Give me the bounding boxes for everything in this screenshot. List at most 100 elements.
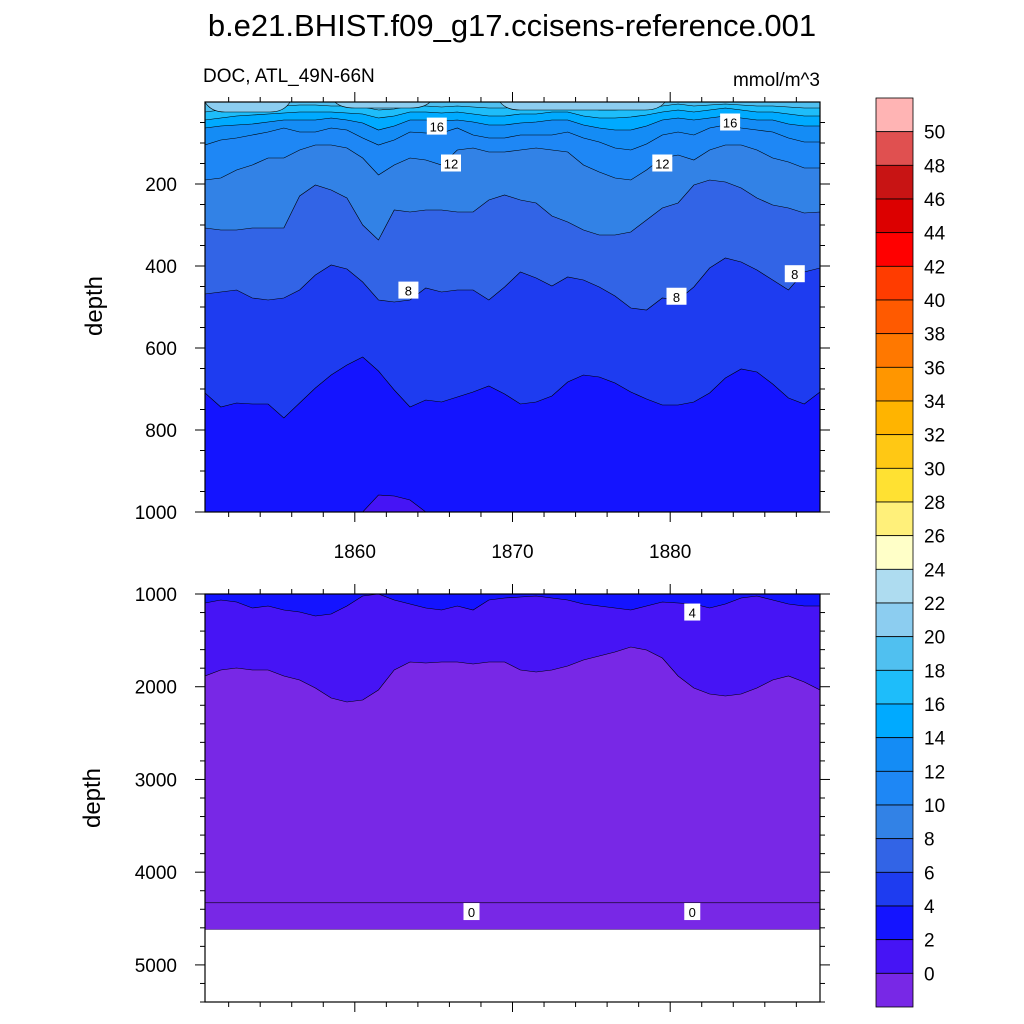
contour-label-box: [720, 113, 741, 131]
upper-patch-22-2: [499, 102, 666, 111]
upper-contour-label: 12: [441, 154, 461, 172]
contour-label-box: [426, 117, 447, 135]
upper-ytick-label: 1000: [135, 503, 177, 524]
colorbar-label: 8: [924, 830, 935, 851]
contour-label-text: 16: [430, 120, 444, 135]
upper-contour-label: 16: [720, 113, 741, 131]
contour-label-text: 12: [655, 157, 669, 172]
colorbar-label: 20: [924, 628, 945, 649]
colorbar-label: 28: [924, 493, 945, 514]
colorbar-label: 48: [924, 156, 945, 177]
upper-xtick-label: 1880: [649, 542, 691, 563]
lower-ytick-label: 2000: [135, 678, 177, 699]
colorbar-label: 0: [924, 964, 935, 985]
lower-contour-label: 4: [684, 603, 701, 621]
upper-contour-label: 8: [784, 265, 805, 283]
colorbar-box: [875, 838, 914, 873]
lower-ytick-label: 5000: [135, 956, 177, 977]
colorbar-box: [875, 703, 914, 739]
colorbar-label: 16: [924, 695, 945, 716]
contour-label-text: 12: [444, 157, 458, 172]
upper-contour-label: 16: [426, 117, 447, 135]
colorbar-box: [875, 905, 914, 941]
lower-y-axis-label: depth: [79, 768, 106, 828]
upper-contour-label: 12: [652, 154, 673, 172]
subtitle-left: DOC, ATL_49N-66N: [203, 66, 375, 87]
colorbar-label: 44: [924, 224, 946, 245]
upper-ytick-label: 800: [145, 421, 177, 442]
contour-label-text: 8: [791, 267, 798, 282]
upper-contour-label: 8: [666, 287, 687, 305]
lower-contour-panel: 1000 2000 3000 4000 5000 4 0 0: [135, 584, 830, 1012]
colorbar-box: [875, 164, 914, 200]
lower-band-below-0: [205, 902, 820, 930]
lower-ytick-label: 1000: [135, 585, 177, 606]
contour-label-box: [398, 281, 419, 299]
colorbar-label: 14: [924, 729, 946, 750]
colorbar: 5048464442403836343230282624222018161412…: [875, 97, 946, 1008]
lower-ytick-label: 4000: [135, 863, 177, 884]
upper-ytick-label: 200: [145, 175, 177, 196]
lower-ytick-label: 3000: [135, 770, 177, 791]
colorbar-label: 22: [924, 594, 945, 615]
contour-label-box: [684, 603, 701, 621]
colorbar-label: 40: [924, 291, 945, 312]
contour-label-text: 4: [689, 606, 696, 621]
colorbar-label: 6: [924, 863, 935, 884]
upper-tick-marks: [195, 92, 830, 522]
contour-label-text: 0: [689, 905, 696, 920]
subtitle-units: mmol/m^3: [733, 70, 820, 91]
contour-label-box: [784, 265, 805, 283]
lower-band-0: [205, 646, 820, 930]
contour-label-text: 8: [405, 284, 412, 299]
colorbar-label: 18: [924, 661, 945, 682]
colorbar-box: [875, 501, 914, 537]
contour-label-text: 16: [723, 116, 737, 131]
lower-contour-label: 0: [463, 903, 480, 921]
colorbar-box: [875, 467, 914, 503]
contour-label-box: [684, 903, 701, 921]
colorbar-box: [875, 737, 914, 772]
contour-label-box: [666, 287, 687, 305]
colorbar-box: [875, 770, 914, 806]
colorbar-box: [875, 333, 914, 368]
colorbar-box: [875, 669, 914, 705]
lower-contour-label: 0: [684, 903, 701, 921]
chart-title: b.e21.BHIST.f09_g17.ccisens-reference.00…: [208, 8, 816, 43]
colorbar-box: [875, 434, 914, 469]
colorbar-box: [875, 265, 914, 301]
upper-contour-fills: [205, 102, 820, 512]
colorbar-box: [875, 636, 914, 671]
upper-contour-panel: 200 400 600 800 1000 1860 1870 1880 16 16 12 12 8 8 8: [135, 92, 830, 563]
colorbar-label: 10: [924, 796, 945, 817]
contour-label-text: 8: [673, 290, 680, 305]
contour-label-box: [441, 154, 461, 172]
colorbar-box: [875, 232, 914, 267]
colorbar-label: 46: [924, 190, 945, 211]
colorbar-label: 32: [924, 426, 945, 447]
upper-patch-22-1: [334, 102, 431, 109]
colorbar-box: [875, 400, 914, 436]
colorbar-label: 36: [924, 358, 945, 379]
upper-ytick-label: 600: [145, 339, 177, 360]
colorbar-label: 34: [924, 392, 946, 413]
contour-label-box: [463, 903, 480, 921]
colorbar-box: [875, 871, 914, 907]
colorbar-box: [875, 299, 914, 335]
colorbar-label: 50: [924, 123, 945, 144]
colorbar-label: 38: [924, 325, 945, 346]
colorbar-box: [875, 602, 914, 638]
colorbar-label: 12: [924, 762, 945, 783]
lower-tick-marks: [195, 584, 830, 1012]
upper-xtick-label: 1870: [491, 542, 533, 563]
colorbar-label: 24: [924, 560, 946, 581]
colorbar-box: [875, 366, 914, 402]
contour-label-text: 0: [468, 905, 475, 920]
colorbar-box: [875, 535, 914, 570]
contour-label-box: [652, 154, 673, 172]
colorbar-label: 4: [924, 897, 935, 918]
upper-patch-22-0: [205, 102, 291, 113]
colorbar-box: [875, 568, 914, 604]
colorbar-label: 42: [924, 257, 945, 278]
